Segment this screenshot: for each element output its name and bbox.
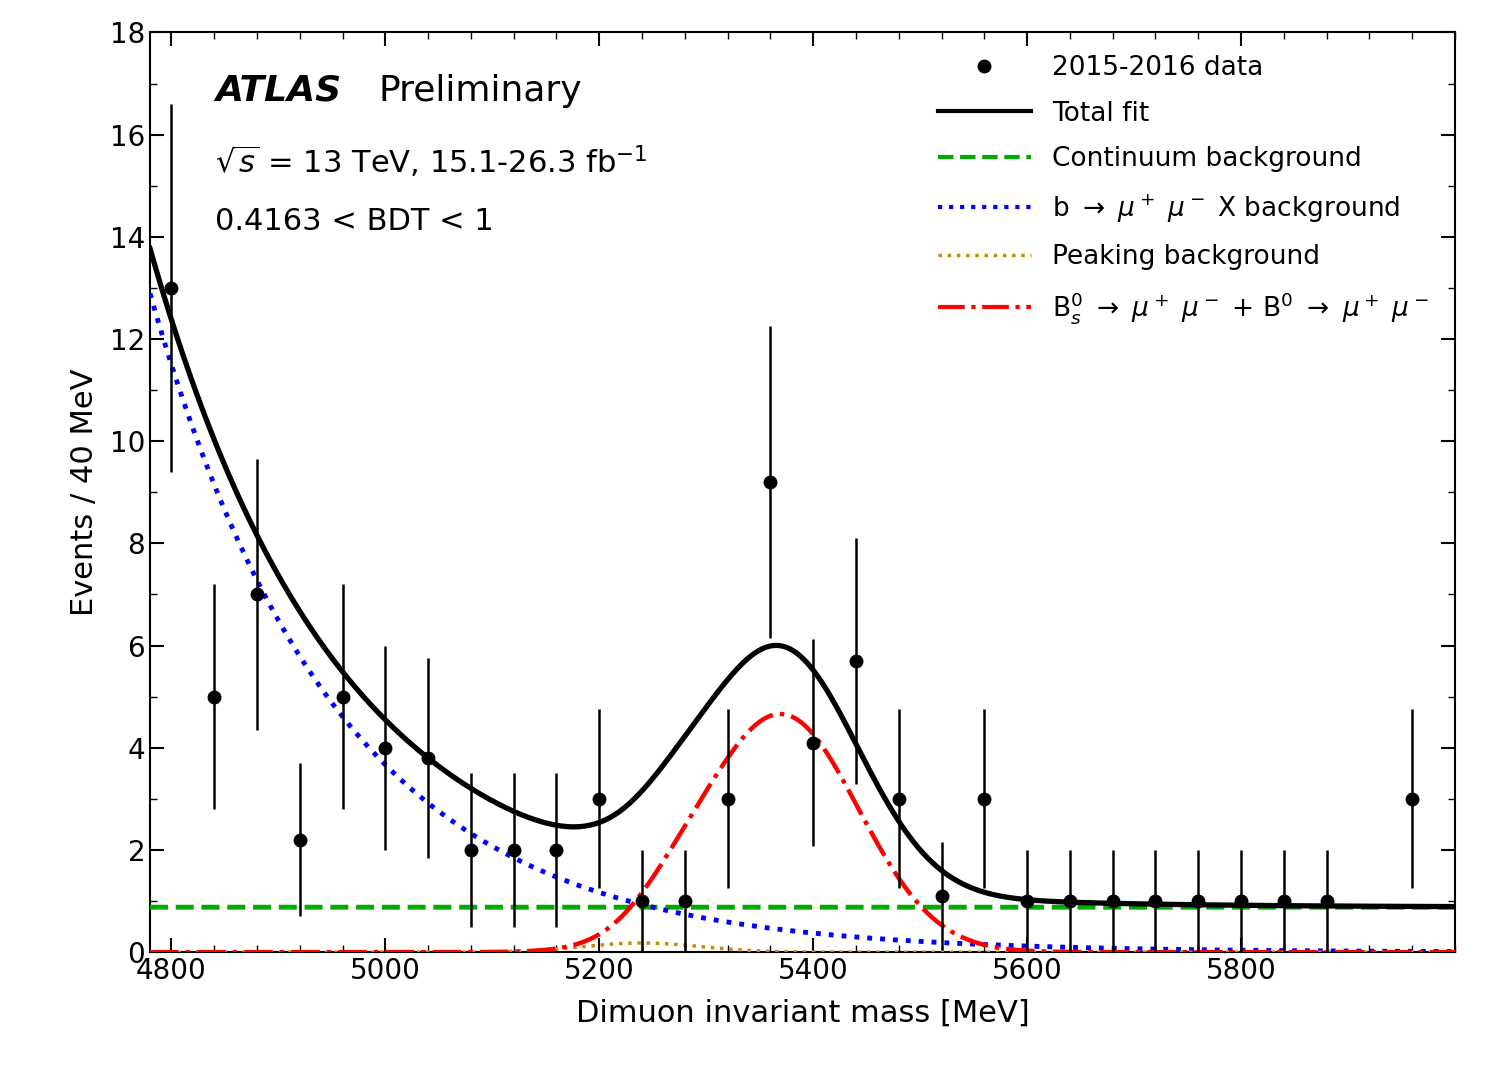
Text: $\sqrt{s}$ = 13 TeV, 15.1-26.3 fb$^{-1}$: $\sqrt{s}$ = 13 TeV, 15.1-26.3 fb$^{-1}$ bbox=[216, 143, 648, 179]
X-axis label: Dimuon invariant mass [MeV]: Dimuon invariant mass [MeV] bbox=[576, 999, 1029, 1028]
Legend: 2015-2016 data, Total fit, Continuum background, b $\rightarrow$ $\mu^+$ $\mu^-$: 2015-2016 data, Total fit, Continuum bac… bbox=[938, 55, 1430, 326]
Text: 0.4163 < BDT < 1: 0.4163 < BDT < 1 bbox=[216, 208, 494, 236]
Y-axis label: Events / 40 MeV: Events / 40 MeV bbox=[69, 369, 99, 616]
Text: ATLAS: ATLAS bbox=[216, 74, 342, 108]
Text: Preliminary: Preliminary bbox=[378, 74, 582, 108]
